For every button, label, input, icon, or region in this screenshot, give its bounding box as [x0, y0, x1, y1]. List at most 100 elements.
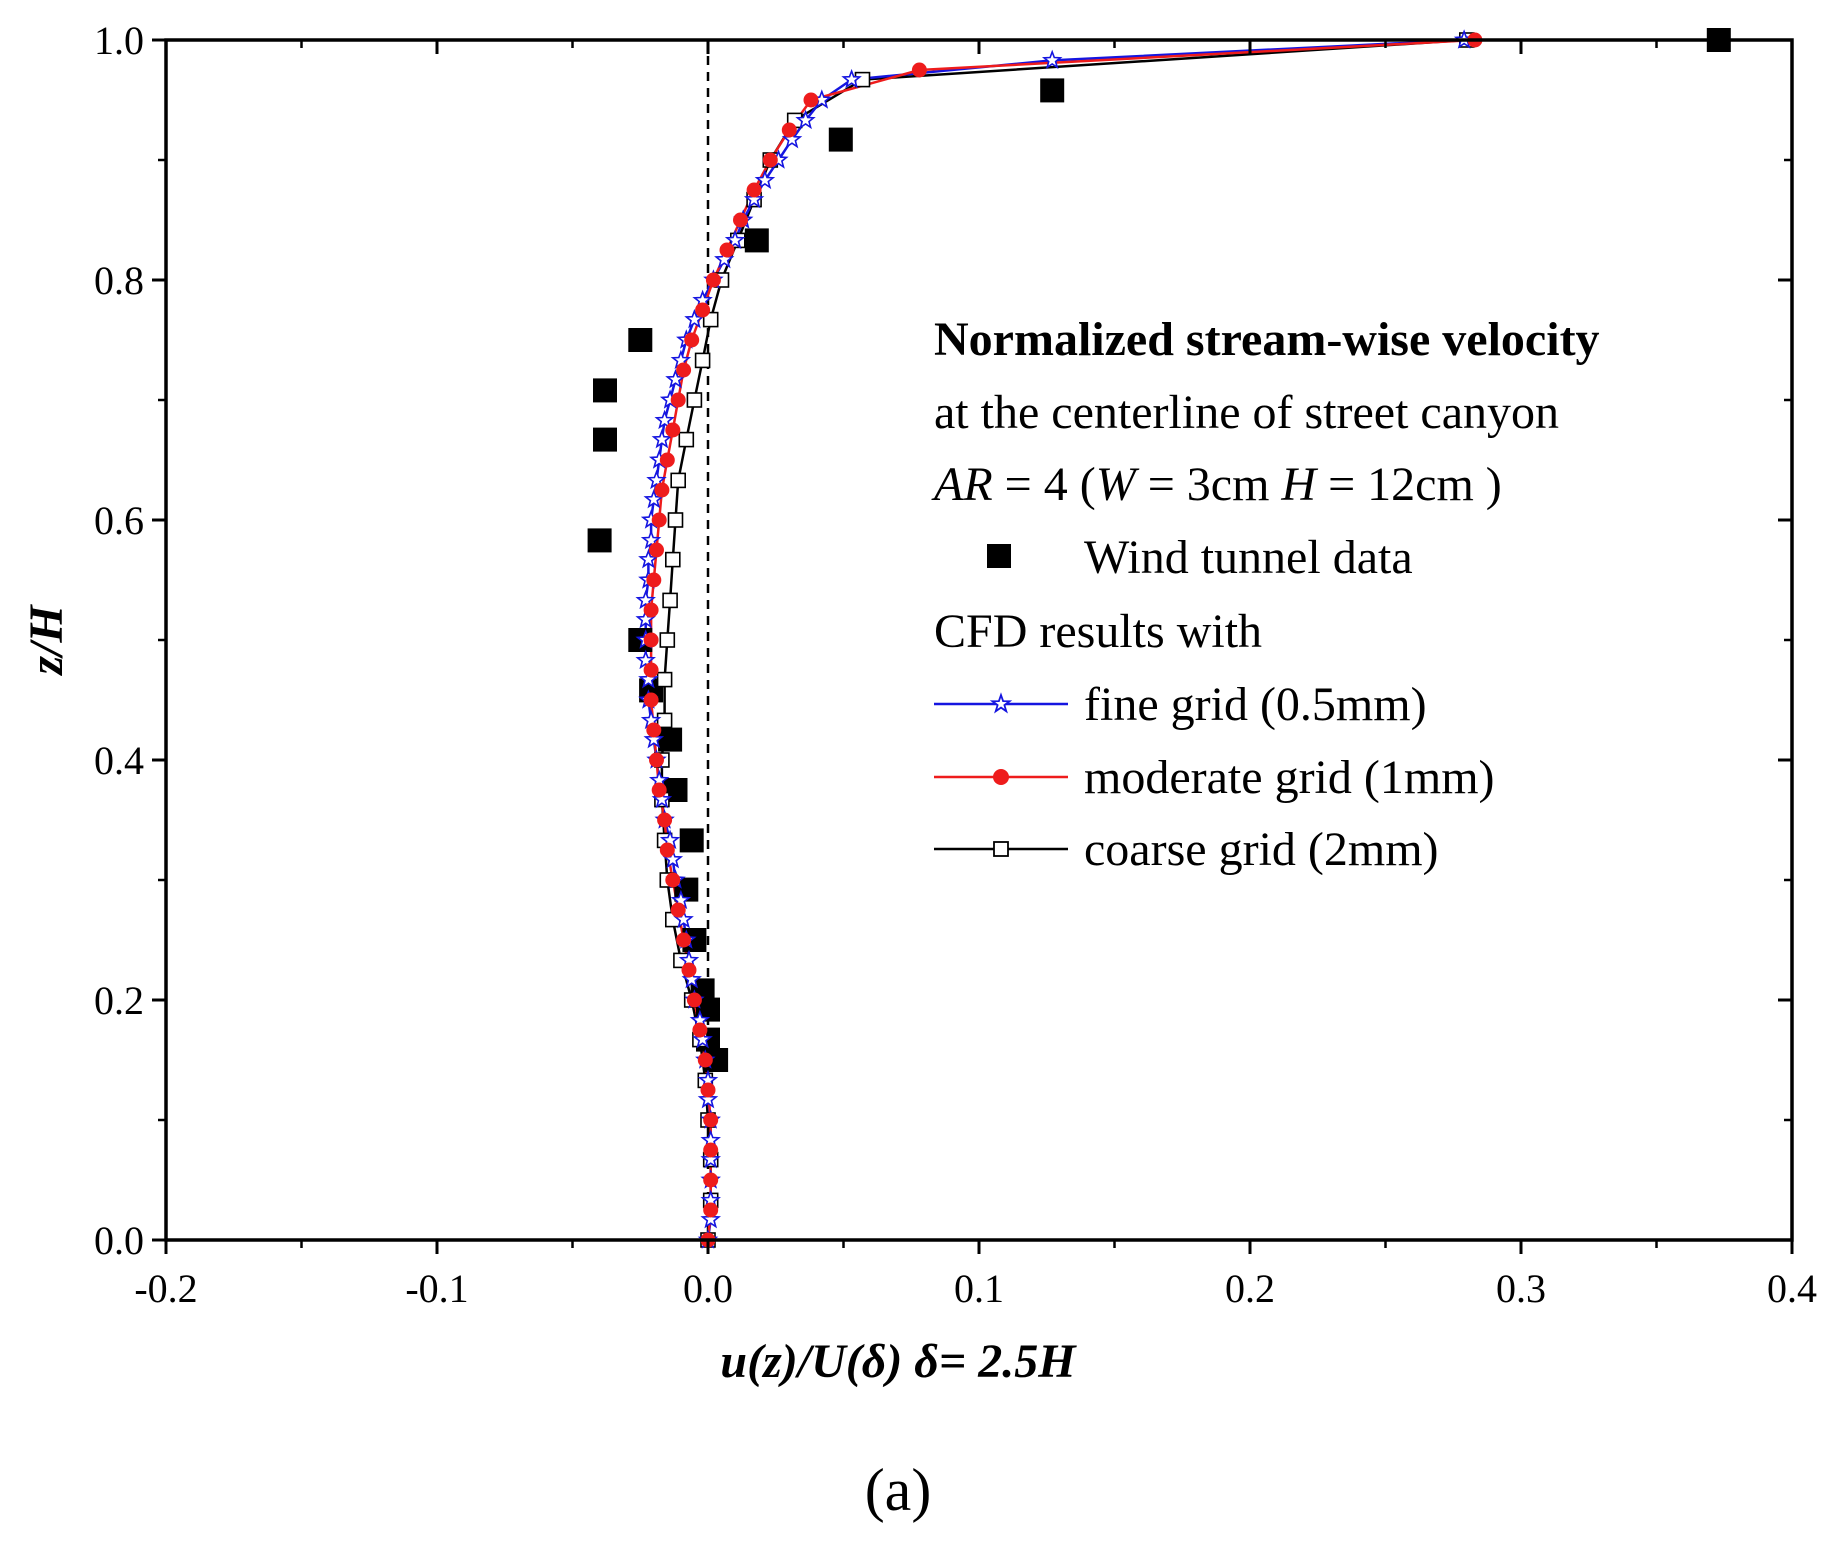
moderate-grid-point — [762, 152, 778, 168]
fine-grid-point — [646, 469, 667, 490]
wind-tunnel-point — [658, 727, 683, 752]
wind-tunnel-point — [628, 328, 653, 352]
moderate-grid-point — [670, 392, 686, 408]
moderate-grid-point — [649, 542, 664, 558]
moderate-grid-point — [681, 962, 697, 978]
fine-grid-point — [700, 1208, 721, 1229]
coarse-grid-point — [659, 632, 676, 648]
coarse-grid-point — [670, 472, 687, 489]
moderate-grid-point — [643, 692, 659, 708]
moderate-grid-point — [670, 902, 686, 918]
moderate-grid-point — [651, 512, 667, 528]
moderate-grid-point — [700, 1082, 716, 1098]
legend-label-coarse-grid: coarse grid (2mm) — [1084, 823, 1439, 876]
y-axis-title: z/H — [20, 604, 73, 677]
fine-grid-point — [654, 409, 675, 430]
moderate-grid-point — [781, 122, 797, 138]
x-tick-label: -0.2 — [134, 1266, 197, 1311]
x-tick-label: 0.1 — [954, 1266, 1004, 1311]
fine-grid-point — [640, 529, 662, 550]
fine-grid-point — [795, 109, 816, 130]
legend-marker-moderate-grid — [993, 769, 1009, 785]
coarse-grid-point — [656, 712, 673, 729]
y-tick-label: 0.0 — [94, 1218, 144, 1263]
fine-grid-point — [635, 649, 656, 670]
x-tick-label: 0.3 — [1496, 1266, 1546, 1311]
wind-tunnel-point — [593, 378, 617, 403]
fine-grid-point — [743, 188, 765, 209]
coarse-grid-point — [702, 311, 719, 328]
moderate-grid-point — [703, 1172, 719, 1188]
moderate-grid-point — [654, 482, 670, 498]
legend-label-wind-tunnel: Wind tunnel data — [1084, 531, 1413, 584]
moderate-grid-point — [684, 332, 700, 348]
moderate-grid-point — [643, 632, 659, 648]
fine-grid-point — [700, 1148, 721, 1169]
x-tick-label: 0.0 — [683, 1266, 733, 1311]
fine-grid-point — [781, 128, 803, 149]
x-tick-label: -0.1 — [405, 1266, 468, 1311]
moderate-grid-point — [719, 242, 735, 258]
fine-grid-point — [697, 1088, 719, 1109]
legend-subtitle-centerline: at the centerline of street canyon — [934, 386, 1559, 439]
moderate-grid-point — [676, 362, 692, 378]
y-tick-label: 0.2 — [94, 978, 144, 1023]
coarse-grid-point — [694, 352, 711, 369]
coarse-grid-point — [662, 592, 678, 609]
moderate-grid-point — [676, 932, 692, 948]
moderate-grid-point — [803, 92, 819, 108]
moderate-grid-point — [657, 812, 673, 828]
fine-grid-point — [651, 428, 673, 449]
wind-tunnel-point — [587, 528, 612, 553]
moderate-grid-point — [643, 662, 659, 678]
moderate-grid-point — [659, 842, 675, 858]
moderate-grid-point — [649, 752, 664, 768]
fine-grid-point — [754, 169, 776, 190]
wind-tunnel-point — [593, 427, 617, 452]
y-tick-label: 0.4 — [94, 738, 144, 783]
fine-grid-point — [643, 728, 665, 749]
wind-tunnel-point — [744, 228, 769, 253]
moderate-grid-point — [697, 1052, 713, 1068]
x-tick-label: 0.2 — [1225, 1266, 1275, 1311]
wind-tunnel-point — [679, 828, 704, 853]
coarse-grid-point — [656, 671, 673, 688]
moderate-grid-point — [695, 302, 711, 318]
x-axis-title: u(z)/U(δ) δ= 2.5H — [720, 1335, 1077, 1388]
moderate-grid-point — [665, 872, 681, 888]
coarse-grid-point — [667, 512, 684, 528]
moderate-grid-point — [646, 722, 662, 738]
moderate-grid-point — [703, 1142, 719, 1158]
panel-label: (a) — [865, 1457, 932, 1523]
moderate-grid-point — [665, 422, 681, 438]
legend-marker-wind-tunnel — [987, 544, 1011, 568]
legend-marker-fine-grid — [989, 692, 1013, 714]
legend-title: Normalized stream-wise velocity — [934, 313, 1600, 366]
wind-tunnel-point — [1040, 78, 1065, 103]
fine-grid-point — [841, 68, 862, 89]
y-tick-label: 1.0 — [94, 18, 144, 63]
moderate-grid-point — [705, 272, 721, 288]
fine-grid-point — [724, 229, 746, 250]
y-tick-label: 0.6 — [94, 498, 144, 543]
legend-marker-coarse-grid — [993, 841, 1009, 857]
fine-grid-point — [1041, 49, 1063, 70]
x-tick-label: 0.4 — [1767, 1266, 1817, 1311]
legend: Normalized stream-wise velocity at the c… — [931, 313, 1600, 876]
moderate-grid-point — [911, 62, 927, 78]
moderate-grid-point — [733, 212, 748, 228]
coarse-grid-point — [678, 431, 695, 448]
moderate-grid-point — [746, 182, 762, 198]
moderate-grid-point — [659, 452, 675, 468]
plot-layer — [587, 28, 1731, 1249]
fine-grid-point — [635, 589, 656, 610]
fine-grid-point — [681, 968, 702, 989]
coarse-grid-point — [664, 551, 681, 568]
moderate-grid-point — [686, 992, 702, 1008]
coarse-grid-point — [686, 392, 703, 408]
moderate-grid-point — [643, 602, 659, 618]
fine-grid-point — [638, 668, 659, 689]
legend-label-moderate-grid: moderate grid (1mm) — [1084, 751, 1495, 804]
y-tick-label: 0.8 — [94, 258, 144, 303]
